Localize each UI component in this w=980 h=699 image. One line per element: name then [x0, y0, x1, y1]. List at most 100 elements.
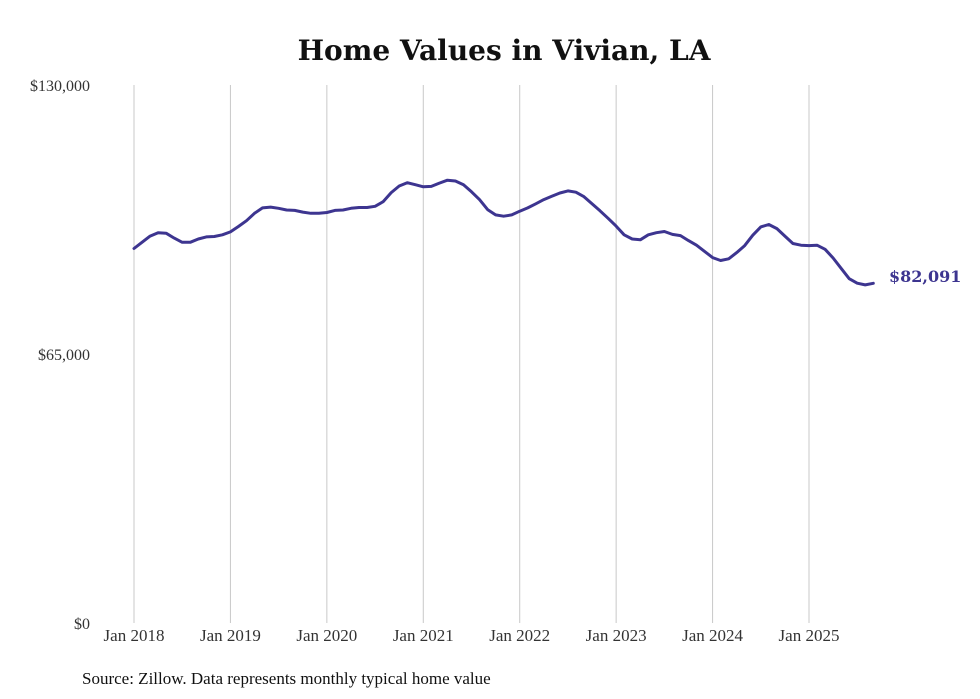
data-point: [350, 207, 353, 210]
data-point: [743, 244, 746, 247]
data-point: [550, 195, 553, 198]
data-point: [558, 192, 561, 195]
data-point: [663, 230, 666, 233]
data-point: [534, 202, 537, 205]
home-value-line: [132, 178, 875, 287]
data-point: [269, 206, 272, 209]
data-point: [398, 185, 401, 188]
data-point: [406, 181, 409, 184]
x-tick-label: Jan 2023: [586, 626, 647, 645]
data-point: [615, 225, 618, 228]
data-point: [253, 212, 256, 215]
y-tick-label: $0: [74, 616, 90, 633]
data-point: [518, 210, 521, 213]
data-point: [695, 244, 698, 247]
x-axis-ticks: Jan 2018 Jan 2019 Jan 2020 Jan 2021 Jan 2022…: [104, 626, 840, 645]
x-tick-label: Jan 2021: [393, 626, 454, 645]
data-point: [478, 198, 481, 201]
data-point: [301, 211, 304, 214]
data-point: [566, 189, 569, 192]
data-point: [816, 244, 819, 247]
data-point: [390, 191, 393, 194]
data-point: [751, 234, 754, 237]
data-point: [791, 242, 794, 245]
data-point: [824, 248, 827, 251]
x-tick-label: Jan 2024: [682, 626, 743, 645]
data-point: [181, 241, 184, 244]
data-point: [583, 195, 586, 198]
data-point: [317, 212, 320, 215]
data-point: [735, 251, 738, 254]
data-point: [655, 231, 658, 234]
data-point: [446, 179, 449, 182]
vertical-gridlines: [133, 85, 810, 623]
data-point: [342, 209, 345, 212]
data-point: [462, 183, 465, 186]
data-point: [783, 235, 786, 238]
data-point: [526, 206, 529, 209]
data-point: [309, 212, 312, 215]
data-point: [759, 225, 762, 228]
data-point: [840, 267, 843, 270]
data-point: [149, 235, 152, 238]
x-tick-label: Jan 2025: [779, 626, 840, 645]
data-point: [237, 225, 240, 228]
data-point: [133, 247, 136, 250]
data-point: [422, 185, 425, 188]
data-point: [454, 180, 457, 183]
data-point: [848, 277, 851, 280]
data-point: [366, 206, 369, 209]
data-point: [414, 183, 417, 186]
data-point: [285, 209, 288, 212]
data-point: [229, 230, 232, 233]
data-point: [374, 205, 377, 208]
data-point: [358, 206, 361, 209]
data-point: [872, 282, 875, 285]
y-tick-label: $130,000: [30, 78, 90, 95]
data-point: [293, 209, 296, 212]
x-tick-label: Jan 2020: [296, 626, 357, 645]
data-point: [205, 235, 208, 238]
data-point: [494, 213, 497, 216]
data-point: [607, 217, 610, 220]
x-tick-label: Jan 2018: [104, 626, 165, 645]
y-axis-ticks: $0 $65,000 $130,000: [30, 78, 90, 633]
data-point: [470, 190, 473, 193]
data-point: [189, 241, 192, 244]
data-point: [703, 250, 706, 253]
data-point: [574, 191, 577, 194]
data-point: [647, 233, 650, 236]
data-point: [679, 234, 682, 237]
data-point: [542, 198, 545, 201]
data-point: [767, 223, 770, 226]
data-point: [221, 233, 224, 236]
data-point: [832, 257, 835, 260]
data-point: [430, 185, 433, 188]
data-point: [631, 238, 634, 241]
data-point: [623, 233, 626, 236]
data-point: [333, 209, 336, 212]
source-note: Source: Zillow. Data represents monthly …: [82, 669, 491, 688]
data-point: [325, 211, 328, 214]
x-tick-label: Jan 2019: [200, 626, 261, 645]
data-point: [197, 238, 200, 241]
data-point: [719, 259, 722, 262]
data-points: [133, 179, 875, 287]
data-point: [808, 244, 811, 247]
chart-title: Home Values in Vivian, LA: [298, 34, 712, 67]
data-point: [639, 238, 642, 241]
data-point: [599, 209, 602, 212]
data-point: [800, 244, 803, 247]
data-point: [486, 208, 489, 211]
data-point: [245, 219, 248, 222]
end-value-label: $82,091: [889, 267, 961, 286]
data-point: [382, 200, 385, 203]
data-point: [277, 207, 280, 210]
data-point: [671, 233, 674, 236]
data-point: [856, 282, 859, 285]
data-point: [711, 256, 714, 259]
data-point: [173, 237, 176, 240]
data-point: [213, 235, 216, 238]
data-point: [864, 283, 867, 286]
